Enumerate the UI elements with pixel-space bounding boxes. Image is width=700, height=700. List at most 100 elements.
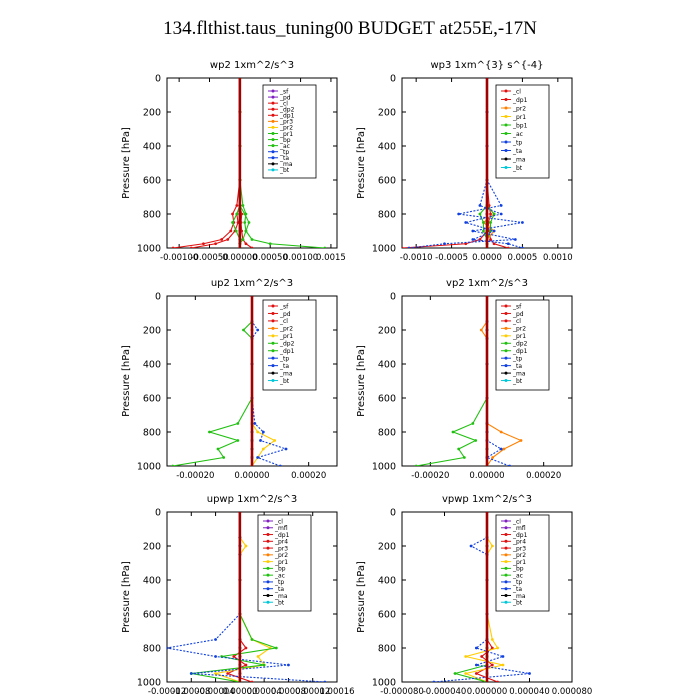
y-axis-label: Pressure [hPa]	[356, 345, 367, 417]
legend-label: _ta	[279, 155, 289, 162]
x-tick-label: 0.00004	[247, 687, 282, 697]
legend-marker	[271, 341, 275, 345]
y-tick-label: 600	[378, 394, 396, 405]
legend-marker	[271, 379, 275, 383]
y-tick-label: 800	[378, 210, 396, 221]
data-point	[464, 672, 468, 675]
x-tick-label: -0.00020	[176, 471, 214, 481]
data-point	[506, 242, 510, 246]
legend-label: _pr3	[279, 119, 293, 126]
data-point	[474, 646, 478, 650]
series-group	[171, 78, 327, 248]
legend-label: _pr1	[279, 131, 293, 138]
legend-label: _pd	[279, 94, 291, 101]
legend-label: _pr1	[512, 559, 526, 566]
data-point	[220, 238, 224, 241]
legend-marker	[504, 519, 508, 523]
data-point	[402, 246, 404, 248]
x-tick-label: -0.00020	[411, 471, 449, 481]
data-point	[250, 246, 254, 248]
legend-marker	[504, 132, 508, 135]
legend-marker	[271, 326, 275, 330]
legend-marker	[266, 526, 270, 530]
legend-label: _tp	[274, 579, 284, 586]
legend-label: _pr2	[512, 326, 526, 333]
data-point	[479, 328, 483, 332]
series-group	[167, 512, 327, 682]
legend-label: _pr2	[279, 326, 293, 333]
data-point	[256, 655, 260, 658]
data-point	[480, 655, 484, 658]
legend-marker	[504, 304, 508, 308]
x-tick-label: -0.00050	[190, 253, 228, 263]
data-point	[226, 238, 230, 241]
legend-label: _mfl	[512, 525, 526, 532]
data-point	[501, 655, 505, 658]
legend-label: _pr1	[512, 333, 526, 340]
legend-label: _sf	[279, 88, 289, 95]
legend-label: _ta	[512, 148, 522, 155]
legend-marker	[271, 95, 275, 99]
legend-label: _dp1	[279, 113, 295, 120]
data-point	[261, 447, 265, 451]
data-point	[241, 204, 245, 207]
data-point	[244, 663, 248, 667]
legend-marker	[266, 593, 270, 597]
data-point	[501, 663, 505, 667]
data-point	[491, 456, 495, 459]
legend-marker	[271, 89, 275, 93]
x-tick-label: 0.00100	[283, 253, 318, 263]
data-point	[214, 655, 217, 658]
y-tick-label: 1000	[372, 462, 396, 473]
series-line	[402, 78, 488, 248]
data-point	[499, 430, 503, 434]
y-tick-label: 1000	[137, 462, 161, 473]
data-point	[189, 672, 193, 675]
legend-marker	[504, 166, 508, 169]
y-tick-label: 0	[155, 292, 161, 303]
legend-label: _dp2	[512, 341, 528, 348]
data-point	[278, 464, 282, 466]
y-tick-label: 600	[378, 610, 396, 621]
legend-marker	[266, 560, 270, 564]
data-point	[171, 464, 175, 466]
legend-marker	[266, 600, 270, 604]
y-tick-label: 400	[143, 142, 161, 153]
data-point	[236, 422, 240, 425]
legend-marker	[504, 553, 508, 557]
legend-label: _tp	[279, 149, 289, 156]
legend-label: _pr2	[274, 552, 288, 559]
x-tick-label: -0.0005	[435, 253, 468, 263]
data-point	[244, 229, 248, 233]
y-axis-label: Pressure [hPa]	[121, 345, 132, 417]
data-point	[489, 221, 492, 224]
x-tick-label: 0.00012	[295, 687, 330, 697]
data-point	[502, 447, 506, 451]
legend-marker	[504, 98, 508, 101]
legend-marker	[504, 587, 508, 591]
data-point	[489, 238, 492, 241]
x-tick-label: 0.000080	[552, 687, 593, 697]
legend-label: _dp2	[279, 107, 295, 114]
data-point	[323, 680, 327, 682]
panel-title: up2 1xm^2/s^3	[211, 278, 293, 289]
legend-box	[495, 84, 550, 179]
data-point	[464, 655, 468, 658]
y-tick-label: 1000	[372, 678, 396, 689]
legend-box	[262, 299, 317, 391]
legend-marker	[271, 107, 275, 111]
data-point	[222, 456, 226, 459]
x-tick-label: 0.000000	[467, 687, 508, 697]
data-point	[214, 242, 217, 246]
data-point	[464, 221, 468, 224]
data-point	[521, 246, 524, 248]
legend-marker	[266, 539, 270, 543]
data-point	[478, 204, 482, 207]
x-tick-label: -0.0010	[400, 253, 433, 263]
legend-label: _ac	[279, 143, 290, 150]
series-group	[171, 296, 288, 466]
legend-label: _pr1	[274, 559, 288, 566]
legend-marker	[504, 593, 508, 597]
data-point	[232, 655, 236, 658]
data-point	[208, 430, 211, 434]
